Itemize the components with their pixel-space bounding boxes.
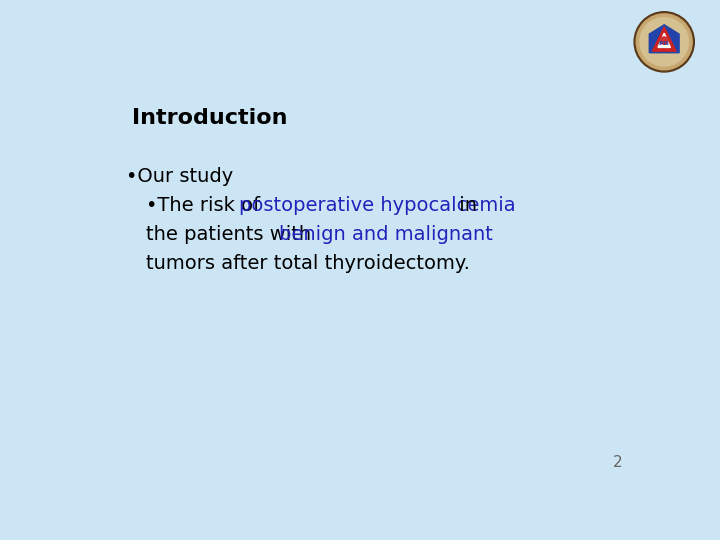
Circle shape <box>634 12 694 72</box>
Text: 2: 2 <box>613 455 623 470</box>
Text: benign and malignant: benign and malignant <box>279 225 492 244</box>
Text: postoperative hypocalcemia: postoperative hypocalcemia <box>239 196 516 215</box>
Text: tumors after total thyroidectomy.: tumors after total thyroidectomy. <box>145 254 469 273</box>
Circle shape <box>660 37 668 44</box>
Circle shape <box>640 18 688 66</box>
Circle shape <box>636 14 692 70</box>
Polygon shape <box>658 33 670 48</box>
Text: the patients with: the patients with <box>145 225 318 244</box>
Text: IPIS: IPIS <box>659 41 670 46</box>
Text: •The risk of: •The risk of <box>145 196 266 215</box>
Polygon shape <box>652 27 676 51</box>
Polygon shape <box>649 25 679 53</box>
Text: in: in <box>454 196 477 215</box>
Text: Introduction: Introduction <box>132 109 287 129</box>
Text: •Our study: •Our study <box>126 167 233 186</box>
